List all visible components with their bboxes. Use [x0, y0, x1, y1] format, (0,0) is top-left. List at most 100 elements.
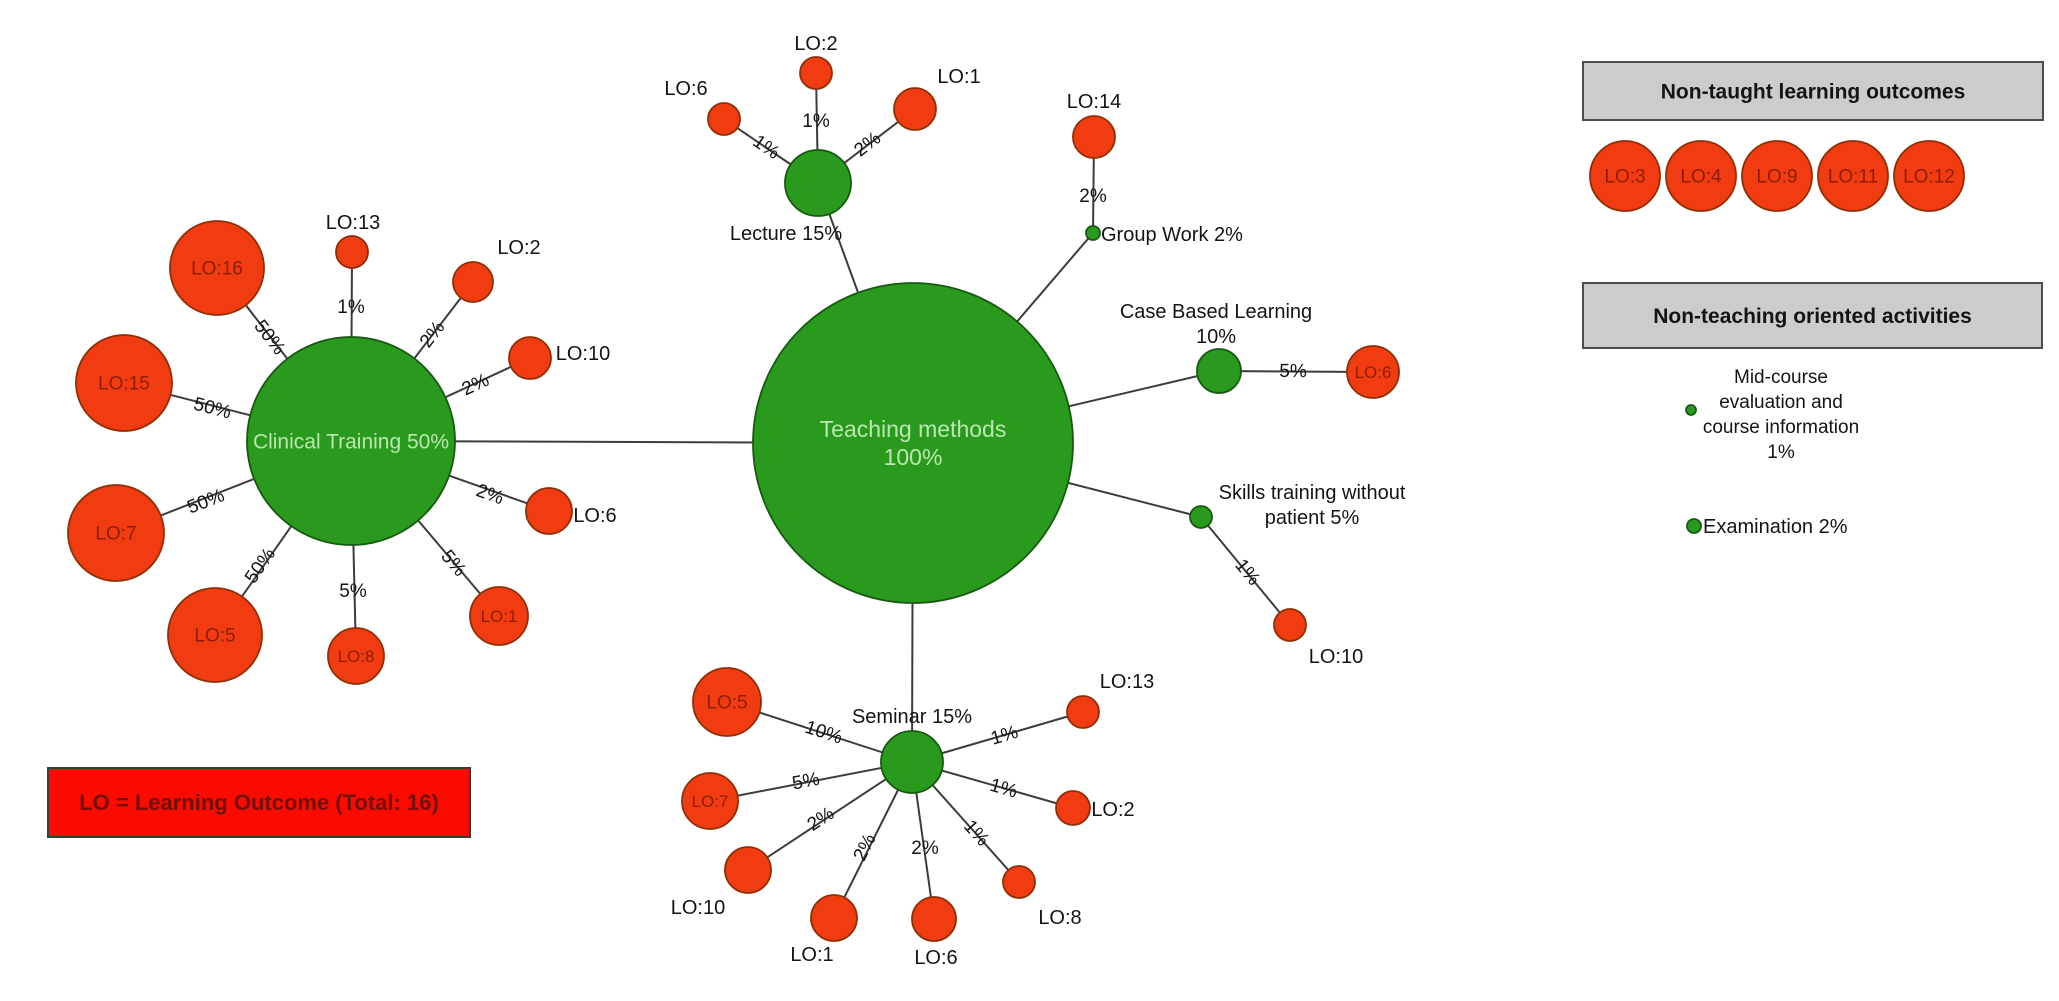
node-seminar-lo1 — [810, 894, 858, 942]
edge-label-seminar-seminar-lo2: 1% — [987, 775, 1019, 803]
node-label-lecture-lo1: LO:1 — [937, 66, 980, 88]
node-clinical-lo10 — [508, 336, 552, 380]
node-label-seminar-lo6: LO:6 — [914, 947, 957, 969]
node-clinical-lo6 — [525, 487, 573, 535]
node-label-nontaught-lo11: LO:11 — [1828, 167, 1878, 188]
node-label-cbl-lo6: LO:6 — [1355, 363, 1392, 382]
node-label-skills: Skills training without patient 5% — [1219, 482, 1406, 529]
edge-label-clinical-clinical-lo6: 2% — [473, 480, 506, 509]
node-clinical-lo8 — [327, 627, 385, 685]
node-label-seminar: Seminar 15% — [852, 706, 972, 728]
node-seminar-lo13 — [1066, 695, 1100, 729]
lo-legend-box-label: LO = Learning Outcome (Total: 16) — [79, 790, 439, 815]
node-skills — [1189, 505, 1213, 529]
node-lecture-lo6 — [707, 102, 741, 136]
edge-label-groupwork-groupwork-lo14: 2% — [1079, 186, 1107, 207]
node-clinical-lo7 — [67, 484, 165, 582]
node-clinical-lo15 — [75, 334, 173, 432]
node-label-seminar-lo2: LO:2 — [1091, 799, 1134, 821]
node-examination-dot — [1686, 518, 1702, 534]
node-nontaught-lo4 — [1665, 140, 1737, 212]
non-teaching-header-box — [1582, 282, 2043, 349]
node-label-clinical-lo2: LO:2 — [497, 237, 540, 259]
node-label-lecture: Lecture 15% — [730, 223, 843, 245]
node-label-cbl: Case Based Learning 10% — [1120, 301, 1312, 348]
node-label-seminar-lo8: LO:8 — [1038, 907, 1081, 929]
node-seminar-lo6 — [911, 896, 957, 942]
node-label-clinical-lo5: LO:5 — [194, 626, 235, 647]
node-clinical-lo16 — [169, 220, 265, 316]
node-clinical-lo13 — [335, 235, 369, 269]
edge-label-lecture-lecture-lo1: 2% — [850, 128, 885, 161]
node-seminar-lo5 — [692, 667, 762, 737]
node-label-seminar-lo1: LO:1 — [790, 944, 833, 966]
edge-label-seminar-seminar-lo5: 10% — [802, 717, 845, 749]
node-label-clinical-lo8: LO:8 — [338, 647, 375, 666]
node-clinical-lo1 — [469, 586, 529, 646]
edge-label-cbl-cbl-lo6: 5% — [1279, 361, 1307, 382]
node-label-lecture-lo6: LO:6 — [664, 78, 707, 100]
node-label-clinical-lo15: LO:15 — [98, 374, 150, 395]
node-label-examination-dot: Examination 2% — [1703, 516, 1848, 538]
node-label-clinical-lo13: LO:13 — [326, 212, 380, 234]
node-seminar-lo2 — [1055, 790, 1091, 826]
edge-label-clinical-clinical-lo8: 5% — [339, 581, 367, 602]
node-label-nontaught-lo12: LO:12 — [1903, 167, 1955, 188]
node-nontaught-lo3 — [1589, 140, 1661, 212]
node-midcourse-dot — [1685, 404, 1697, 416]
node-cbl — [1196, 348, 1242, 394]
non-teaching-header-box-label: Non-teaching oriented activities — [1653, 305, 1972, 328]
edge-label-lecture-lecture-lo6: 1% — [749, 131, 784, 164]
node-clinical-lo5 — [167, 587, 263, 683]
node-seminar-lo8 — [1002, 865, 1036, 899]
node-label-nontaught-lo3: LO:3 — [1604, 167, 1645, 188]
node-teaching — [752, 282, 1074, 604]
lo-legend-box — [47, 767, 471, 838]
edge-label-skills-skills-lo10: 1% — [1230, 555, 1264, 590]
node-label-clinical: Clinical Training 50% — [253, 430, 449, 453]
node-lecture-lo2 — [799, 56, 833, 90]
edge-label-clinical-clinical-lo13: 1% — [337, 297, 365, 318]
node-label-seminar-lo10: LO:10 — [671, 897, 725, 919]
edge-seminar-seminar-lo7 — [709, 761, 913, 802]
node-nontaught-lo9 — [1741, 140, 1813, 212]
edge-label-clinical-clinical-lo2: 2% — [416, 317, 449, 352]
node-label-skills-lo10: LO:10 — [1309, 646, 1363, 668]
node-clinical-lo2 — [452, 261, 494, 303]
edge-label-lecture-lecture-lo2: 1% — [802, 111, 830, 132]
node-label-groupwork-lo14: LO:14 — [1067, 91, 1121, 113]
non-taught-header-box-label: Non-taught learning outcomes — [1661, 80, 1966, 103]
node-label-clinical-lo16: LO:16 — [191, 259, 243, 280]
node-nontaught-lo11 — [1817, 140, 1889, 212]
edge-skills-skills-lo10 — [1200, 516, 1291, 626]
edge-label-clinical-clinical-lo15: 50% — [191, 394, 233, 424]
node-label-lecture-lo2: LO:2 — [794, 33, 837, 55]
edge-label-seminar-seminar-lo6: 2% — [911, 838, 939, 859]
node-label-nontaught-lo4: LO:4 — [1680, 167, 1722, 188]
node-lecture-lo1 — [893, 87, 937, 131]
edge-seminar-seminar-lo10 — [747, 761, 913, 871]
node-label-seminar-lo7: LO:7 — [692, 792, 729, 811]
node-label-teaching: Teaching methods 100% — [820, 416, 1007, 470]
node-nontaught-lo12 — [1893, 140, 1965, 212]
node-groupwork — [1085, 225, 1101, 241]
node-groupwork-lo14 — [1072, 115, 1116, 159]
edge-label-seminar-seminar-lo13: 1% — [988, 722, 1020, 750]
edge-label-seminar-seminar-lo7: 5% — [790, 769, 821, 795]
non-taught-header-box — [1582, 61, 2044, 121]
node-label-clinical-lo10: LO:10 — [556, 343, 610, 365]
edge-label-clinical-clinical-lo7: 50% — [184, 485, 227, 518]
node-label-clinical-lo6: LO:6 — [573, 505, 616, 527]
node-seminar-lo7 — [681, 772, 739, 830]
node-seminar-lo10 — [724, 846, 772, 894]
node-skills-lo10 — [1273, 608, 1307, 642]
node-label-seminar-lo13: LO:13 — [1100, 671, 1154, 693]
node-label-groupwork: Group Work 2% — [1101, 224, 1243, 246]
node-label-seminar-lo5: LO:5 — [706, 693, 747, 714]
node-label-nontaught-lo9: LO:9 — [1756, 167, 1797, 188]
node-label-clinical-lo1: LO:1 — [481, 607, 518, 626]
node-cbl-lo6 — [1346, 345, 1400, 399]
node-seminar — [880, 730, 944, 794]
